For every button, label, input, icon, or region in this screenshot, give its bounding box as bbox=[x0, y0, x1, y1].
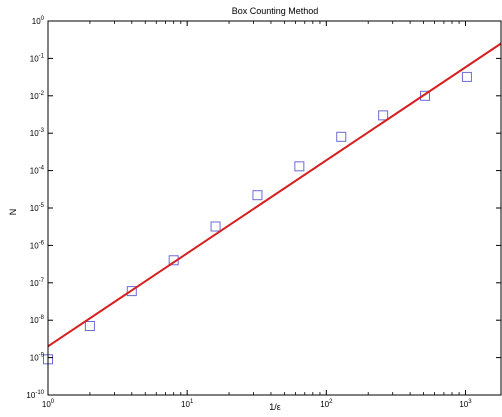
y-tick-label: 10-9 bbox=[30, 353, 45, 363]
y-tick-label: 10-3 bbox=[30, 128, 45, 138]
data-point-square bbox=[336, 131, 347, 142]
y-tick-label: 10-1 bbox=[30, 53, 45, 63]
axis-ticks bbox=[47, 20, 501, 396]
y-axis-label: N bbox=[8, 209, 18, 216]
data-point-square bbox=[126, 286, 137, 297]
plot-background bbox=[48, 21, 501, 395]
data-point-square bbox=[294, 161, 305, 172]
data-point-square bbox=[378, 110, 389, 121]
data-point-square bbox=[420, 90, 431, 101]
x-tick-label: 102 bbox=[320, 399, 333, 409]
fit-line bbox=[47, 42, 502, 348]
y-tick-label: 10-8 bbox=[30, 315, 45, 325]
x-tick-label: 100 bbox=[42, 399, 55, 409]
y-tick-label: 10-10 bbox=[26, 390, 44, 400]
x-axis-label: 1/ε bbox=[269, 402, 281, 412]
data-point-square bbox=[461, 71, 472, 82]
y-tick-label: 10-7 bbox=[30, 278, 45, 288]
x-tick-label: 101 bbox=[181, 399, 194, 409]
tick-labels: 100 101 102 103 100 10-1 10-2 10-3 10-4 10-5 10-6 1… bbox=[26, 16, 472, 409]
data-point-square bbox=[84, 320, 95, 331]
data-point-square bbox=[252, 190, 263, 201]
y-tick-label: 10-6 bbox=[30, 240, 45, 250]
y-tick-label: 100 bbox=[32, 16, 45, 26]
data-point-square bbox=[210, 221, 221, 232]
y-tick-label: 10-4 bbox=[30, 166, 45, 176]
y-tick-label: 10-5 bbox=[30, 203, 45, 213]
chart-title: Box Counting Method bbox=[232, 6, 319, 16]
y-tick-label: 10-2 bbox=[30, 91, 45, 101]
x-tick-label: 103 bbox=[459, 399, 472, 409]
data-marks bbox=[43, 42, 502, 365]
